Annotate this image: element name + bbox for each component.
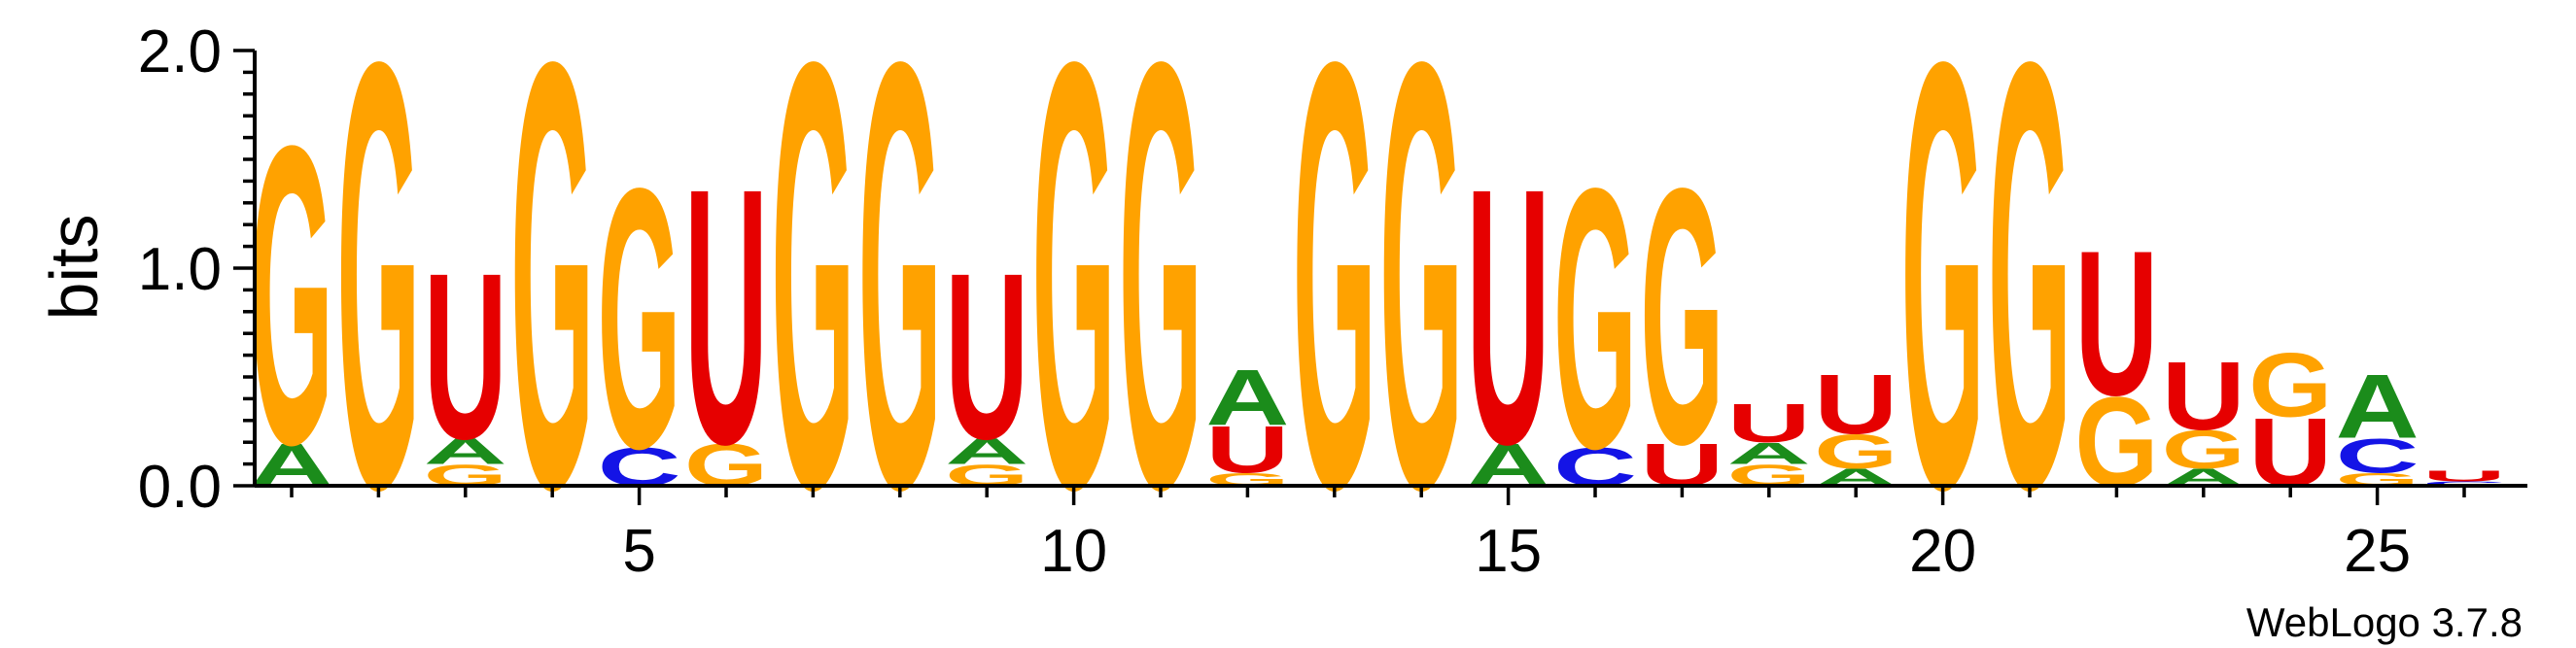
- y-tick-label: 1.0: [138, 236, 222, 303]
- y-ticks: 0.0 1.0 2.0: [138, 18, 255, 521]
- logo-letter-g: G: [2248, 333, 2332, 435]
- logo-letter-g: G: [1553, 112, 1637, 527]
- y-axis-label: bits: [36, 215, 112, 321]
- x-tick-label: 20: [1909, 518, 1976, 585]
- logo-letter-u: U: [945, 223, 1028, 489]
- logo-letter-u: U: [2162, 342, 2245, 451]
- logo-letter-g: G: [598, 112, 681, 527]
- logo-letter-g: G: [771, 0, 854, 616]
- logo-letter-g: G: [1988, 0, 2071, 616]
- logo-letter-g: G: [1379, 0, 1463, 616]
- logo-letter-g: G: [2162, 419, 2245, 480]
- x-tick-label: 25: [2344, 518, 2411, 585]
- x-ticks: 5 10 15 20 25: [290, 486, 2466, 585]
- logo-letter-u: U: [2074, 207, 2158, 438]
- logo-letter-g: G: [510, 0, 594, 616]
- logo-letter-a: A: [424, 431, 507, 472]
- logo-letter-a: A: [1727, 437, 1811, 471]
- logo-letter-g: G: [250, 57, 333, 533]
- x-tick-label: 5: [622, 518, 655, 585]
- x-tick-label: 10: [1040, 518, 1107, 585]
- logo-letter-u: U: [424, 223, 507, 489]
- logo-letter-u: U: [684, 114, 768, 521]
- y-tick-label: 0.0: [138, 454, 222, 521]
- logo-letter-g: G: [1901, 0, 1985, 616]
- logo-letter-u: U: [1205, 412, 1289, 487]
- axes: 0.0 1.0 2.0 5 10 15 20 25: [138, 18, 2527, 585]
- logo-letter-u: U: [1727, 392, 1811, 454]
- logo-letter-u: U: [1467, 114, 1550, 521]
- y-tick-label: 2.0: [138, 18, 222, 85]
- logo-letter-c: C: [2422, 480, 2506, 487]
- logo-letter-a: A: [2336, 356, 2419, 458]
- logo-letter-g: G: [858, 0, 942, 616]
- logo-letter-g: G: [1032, 0, 1116, 616]
- logo-letter-g: G: [1814, 425, 1897, 479]
- logo-letter-g: G: [336, 0, 420, 616]
- logo-letter-g: G: [1640, 112, 1723, 521]
- weblogo-credit: WebLogo 3.7.8: [2246, 599, 2523, 645]
- logo-letter-g: G: [1119, 0, 1202, 616]
- logo-letter-c: C: [2336, 429, 2419, 484]
- x-tick-label: 15: [1475, 518, 1542, 585]
- logo-letter-u: U: [1814, 357, 1897, 452]
- logo-letter-u: U: [2422, 467, 2506, 484]
- logo-letter-g: G: [1293, 0, 1376, 616]
- logo-letter-a: A: [945, 431, 1028, 472]
- logo-letter-a: A: [1205, 354, 1289, 442]
